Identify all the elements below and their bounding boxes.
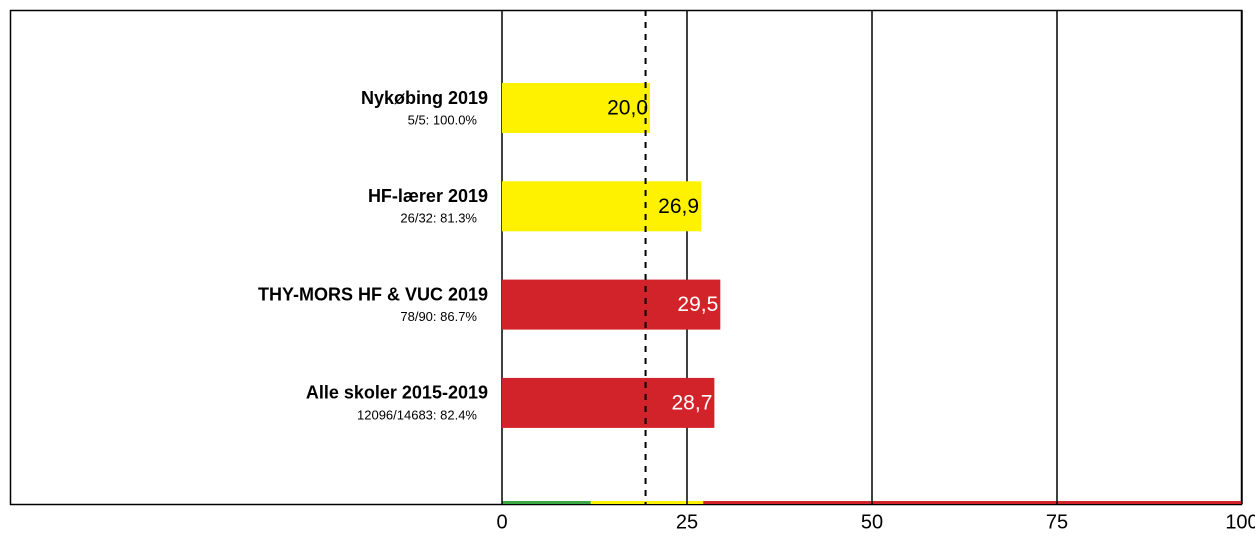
bar bbox=[502, 181, 702, 232]
color-band bbox=[703, 501, 1242, 504]
category-label: THY-MORS HF & VUC 2019 bbox=[258, 284, 488, 304]
value-label: 28,7 bbox=[672, 391, 713, 414]
bar bbox=[502, 377, 715, 428]
category-sublabel: 5/5: 100.0% bbox=[408, 112, 478, 127]
category-label: Nykøbing 2019 bbox=[361, 88, 488, 108]
bar bbox=[502, 279, 721, 330]
category-sublabel: 12096/14683: 82.4% bbox=[357, 407, 477, 422]
category-sublabel: 26/32: 81.3% bbox=[400, 211, 477, 226]
x-tick-label: 25 bbox=[676, 511, 698, 533]
bar bbox=[502, 83, 650, 133]
color-band bbox=[502, 501, 591, 504]
value-label: 20,0 bbox=[607, 97, 648, 120]
value-label: 26,9 bbox=[658, 195, 699, 218]
color-band bbox=[590, 501, 704, 504]
category-label: HF-lærer 2019 bbox=[368, 186, 488, 206]
value-label: 29,5 bbox=[677, 293, 718, 316]
category-sublabel: 78/90: 86.7% bbox=[400, 309, 477, 324]
x-tick-label: 0 bbox=[496, 511, 507, 533]
category-label: Alle skoler 2015-2019 bbox=[306, 383, 488, 403]
x-tick-label: 100 bbox=[1225, 511, 1255, 533]
x-tick-label: 75 bbox=[1046, 511, 1068, 533]
x-tick-label: 50 bbox=[861, 511, 883, 533]
